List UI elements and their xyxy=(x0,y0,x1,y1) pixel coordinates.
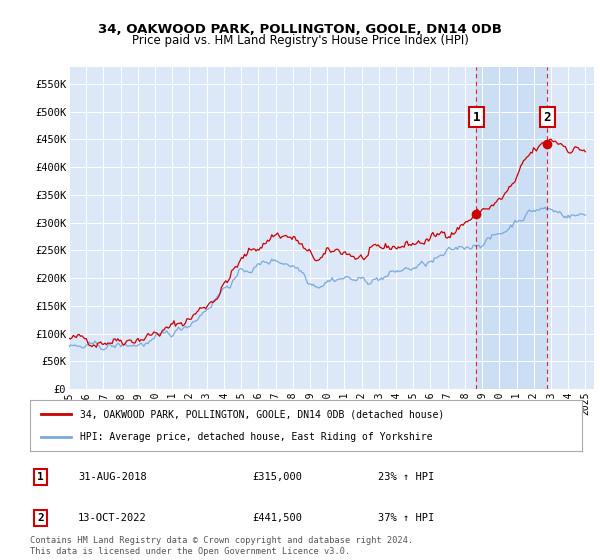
Text: 2: 2 xyxy=(544,111,551,124)
Text: £315,000: £315,000 xyxy=(252,472,302,482)
Text: 1: 1 xyxy=(37,472,44,482)
Text: 34, OAKWOOD PARK, POLLINGTON, GOOLE, DN14 0DB: 34, OAKWOOD PARK, POLLINGTON, GOOLE, DN1… xyxy=(98,22,502,36)
Text: Contains HM Land Registry data © Crown copyright and database right 2024.
This d: Contains HM Land Registry data © Crown c… xyxy=(30,536,413,556)
Text: 34, OAKWOOD PARK, POLLINGTON, GOOLE, DN14 0DB (detached house): 34, OAKWOOD PARK, POLLINGTON, GOOLE, DN1… xyxy=(80,409,444,419)
Text: HPI: Average price, detached house, East Riding of Yorkshire: HPI: Average price, detached house, East… xyxy=(80,432,432,442)
Text: 37% ↑ HPI: 37% ↑ HPI xyxy=(378,513,434,523)
Text: 1: 1 xyxy=(473,111,480,124)
Text: £441,500: £441,500 xyxy=(252,513,302,523)
Bar xyxy=(476,67,547,389)
Text: Price paid vs. HM Land Registry's House Price Index (HPI): Price paid vs. HM Land Registry's House … xyxy=(131,34,469,47)
Text: 13-OCT-2022: 13-OCT-2022 xyxy=(78,513,147,523)
Text: 31-AUG-2018: 31-AUG-2018 xyxy=(78,472,147,482)
Text: 2: 2 xyxy=(37,513,44,523)
Text: 23% ↑ HPI: 23% ↑ HPI xyxy=(378,472,434,482)
